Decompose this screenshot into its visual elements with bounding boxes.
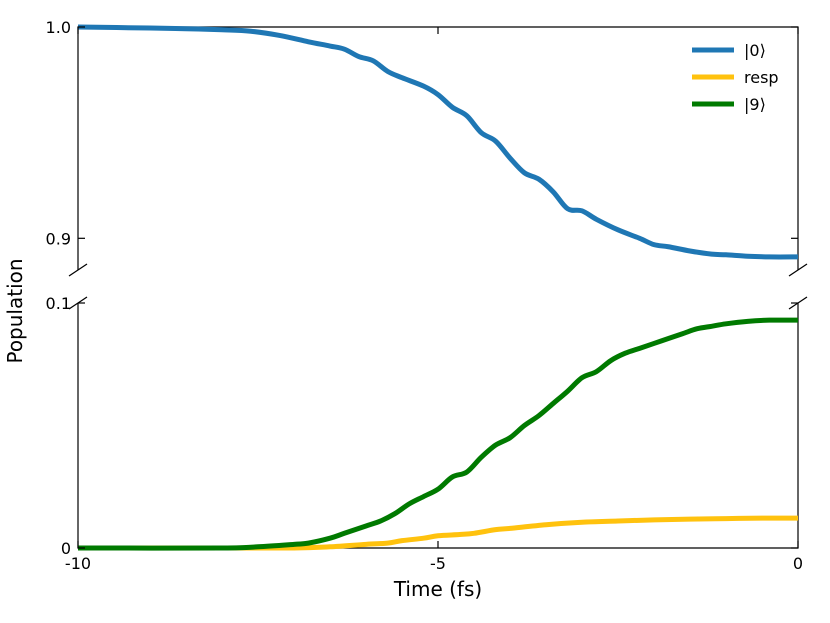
axis-break-mark-right-top <box>788 263 808 277</box>
y-tick-label: 0.1 <box>46 294 71 313</box>
tick-layer: 0.9 1.0 0 0.1 -10 -5 0 <box>46 18 804 573</box>
series-line-resp <box>77 515 799 551</box>
x-tick-label: -10 <box>65 554 91 573</box>
y-axis-title: Population <box>3 258 27 363</box>
y-tick-label: 0 <box>61 539 71 558</box>
y-tick-label: 0.9 <box>46 229 71 248</box>
series-line-state-9 <box>77 317 799 551</box>
x-axis-title: Time (fs) <box>393 577 482 601</box>
legend-label: |0⟩ <box>744 41 766 60</box>
top-panel-frame <box>77 26 799 270</box>
top-panel <box>68 26 808 277</box>
bottom-panel-frame <box>77 303 799 549</box>
series-layer <box>77 24 799 551</box>
legend-label: resp <box>744 68 779 87</box>
axis-break-mark-left-top <box>68 263 88 277</box>
legend: |0⟩ resp |9⟩ <box>692 41 779 114</box>
y-tick-label: 1.0 <box>46 18 71 37</box>
x-tick-label: 0 <box>793 554 803 573</box>
legend-label: |9⟩ <box>744 95 766 114</box>
x-tick-label: -5 <box>430 554 446 573</box>
series-line-state-0 <box>77 24 799 260</box>
bottom-panel <box>68 296 808 549</box>
